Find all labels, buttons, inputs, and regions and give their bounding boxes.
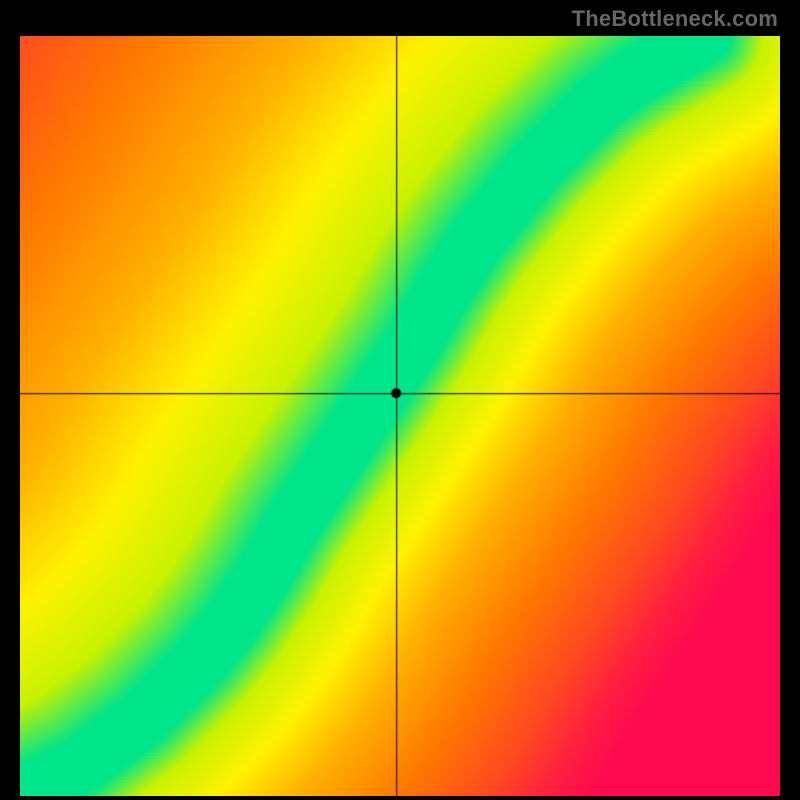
watermark-text: TheBottleneck.com — [572, 6, 778, 32]
heatmap-canvas — [20, 36, 780, 796]
plot-area — [20, 36, 780, 796]
chart-root: TheBottleneck.com — [0, 0, 800, 800]
